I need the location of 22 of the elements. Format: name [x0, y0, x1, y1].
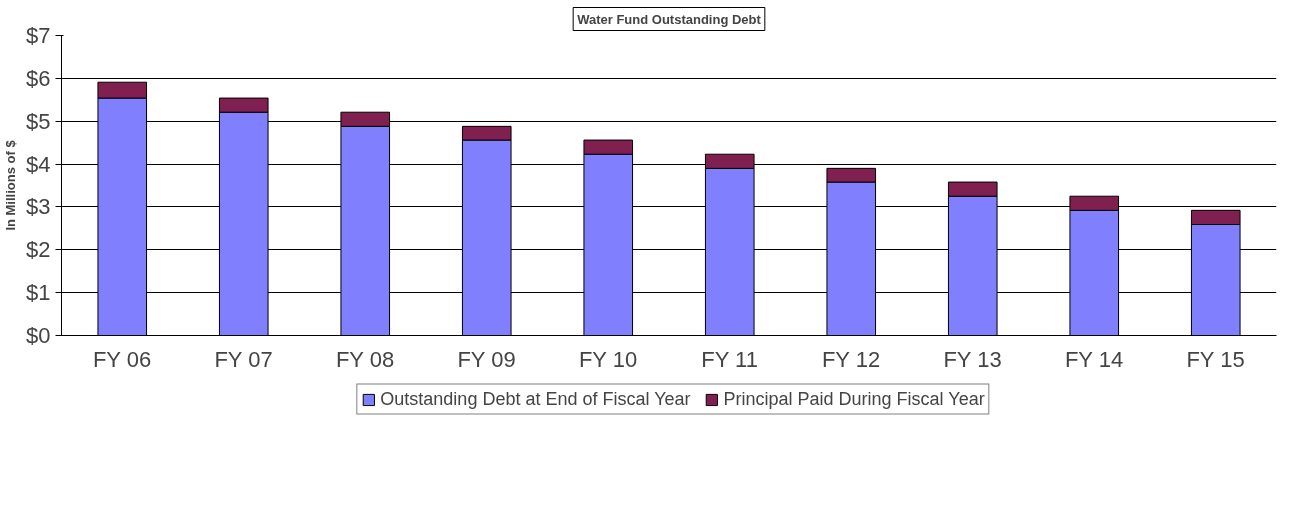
x-tick-label: FY 14	[1064, 346, 1124, 372]
chart-title: Water Fund Outstanding Debt	[577, 11, 762, 27]
x-tick-label: FY 07	[214, 346, 273, 372]
x-tick-label: FY 10	[578, 346, 638, 372]
legend-label: Principal Paid During Fiscal Year	[723, 388, 985, 410]
y-tick-label: $7	[26, 23, 51, 48]
legend-label: Outstanding Debt at End of Fiscal Year	[380, 388, 691, 410]
y-tick-label: $4	[26, 151, 51, 177]
y-tick-label: $6	[26, 65, 51, 91]
x-tick-label: FY 06	[92, 346, 152, 372]
y-tick-label: $1	[26, 280, 51, 306]
x-tick-label: FY 08	[335, 346, 395, 372]
x-tick-label: FY 13	[943, 346, 1002, 372]
y-tick-label: $2	[26, 237, 51, 263]
x-tick-label: FY 09	[457, 346, 516, 372]
x-tick-label: FY 11	[701, 346, 758, 372]
y-axis-title: In Millions of $	[3, 139, 19, 231]
y-tick-label: $5	[26, 108, 51, 134]
y-tick-label: $0	[26, 323, 51, 348]
x-tick-label: FY 12	[821, 346, 881, 372]
x-tick-label: FY 15	[1186, 346, 1245, 372]
y-tick-label: $3	[26, 194, 51, 220]
